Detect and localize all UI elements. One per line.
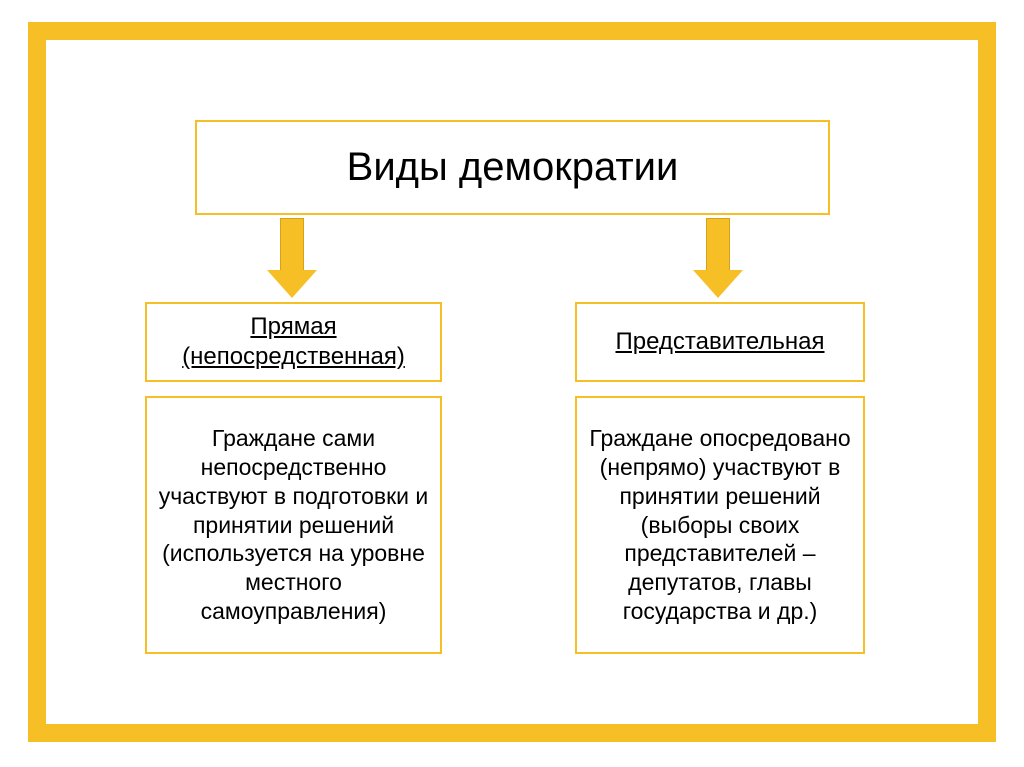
arrow-right-head xyxy=(693,270,743,298)
arrow-left xyxy=(267,218,317,298)
branch-left-desc-box: Граждане сами непосредственно участвуют … xyxy=(145,396,442,654)
title-text: Виды демократии xyxy=(347,145,679,190)
arrow-left-stem xyxy=(280,218,304,270)
branch-right-desc: Граждане опосредовано (непрямо) участвую… xyxy=(587,424,853,625)
branch-right-label: Представительная xyxy=(615,327,824,357)
arrow-left-head xyxy=(267,270,317,298)
branch-right-desc-box: Граждане опосредовано (непрямо) участвую… xyxy=(575,396,865,654)
title-box: Виды демократии xyxy=(195,120,830,215)
branch-right-label-box: Представительная xyxy=(575,302,865,382)
arrow-right-stem xyxy=(706,218,730,270)
arrow-right xyxy=(693,218,743,298)
branch-left-label-box: Прямая(непосредственная) xyxy=(145,302,442,382)
branch-left-desc: Граждане сами непосредственно участвуют … xyxy=(157,424,430,625)
branch-left-label: Прямая(непосредственная) xyxy=(182,312,405,372)
